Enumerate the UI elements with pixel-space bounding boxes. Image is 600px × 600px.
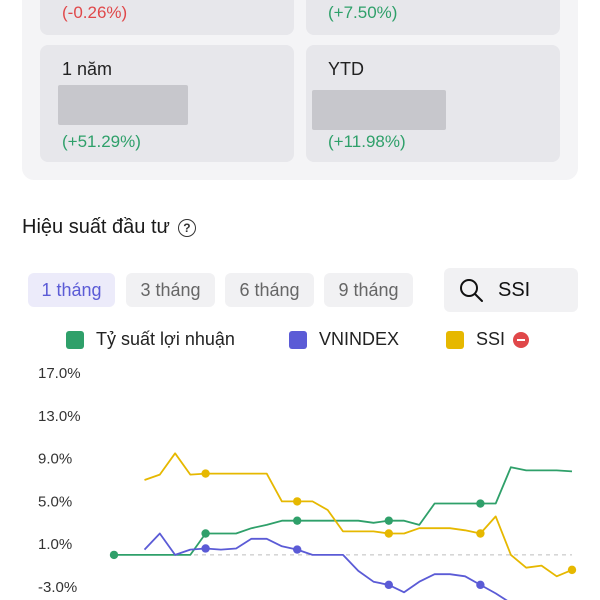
tab-1-month[interactable]: 1 tháng (28, 273, 115, 307)
card-pct: (+7.50%) (328, 3, 398, 22)
series-point[interactable] (293, 516, 302, 525)
y-tick-label: 17.0% (38, 365, 81, 382)
legend-item-vnindex[interactable]: VNINDEX (289, 329, 399, 350)
legend-swatch (66, 330, 84, 349)
masked-value (312, 90, 446, 130)
performance-card-1: (+7.50%) (306, 0, 560, 35)
legend-swatch (446, 330, 464, 349)
performance-line-chart: 17.0% 13.0% 9.0% 5.0% 1.0% -3.0% (38, 365, 577, 600)
search-value: SSI (498, 278, 531, 301)
series-line-0 (114, 466, 573, 556)
tab-6-months[interactable]: 6 tháng (225, 273, 314, 307)
series-point[interactable] (476, 529, 485, 538)
series-point[interactable] (293, 545, 302, 554)
card-pct: (+11.98%) (328, 132, 406, 151)
series-point[interactable] (201, 544, 210, 553)
performance-card-0: (-0.26%) (40, 0, 294, 35)
tab-9-months[interactable]: 9 tháng (324, 273, 413, 307)
series-point[interactable] (384, 529, 393, 538)
series-point[interactable] (109, 550, 119, 560)
y-tick-label: 1.0% (38, 536, 72, 553)
legend-label: SSI (476, 329, 506, 349)
legend-item-return[interactable]: Tỷ suất lợi nhuận (66, 329, 235, 350)
series-point[interactable] (476, 499, 485, 508)
series-line-2 (144, 452, 573, 578)
search-icon (460, 279, 483, 302)
minus-circle-icon[interactable] (513, 331, 530, 348)
performance-card-ytd: YTD (+11.98%) (306, 45, 560, 162)
stock-search-input[interactable]: SSI (444, 268, 578, 312)
series-point[interactable] (293, 497, 302, 506)
masked-value (58, 85, 188, 125)
y-tick-label: -3.0% (38, 579, 77, 596)
series-point[interactable] (567, 565, 577, 575)
question-circle-icon[interactable]: ? (177, 218, 196, 237)
performance-summary-panel: (-0.26%) (+7.50%) 1 năm (+51.29%) YTD (+… (22, 0, 578, 180)
y-tick-label: 13.0% (38, 408, 81, 425)
series-point[interactable] (384, 516, 393, 525)
legend-label: VNINDEX (319, 329, 400, 349)
series-point[interactable] (384, 580, 393, 590)
card-label: 1 năm (62, 59, 113, 79)
y-tick-label: 5.0% (38, 493, 72, 510)
tab-3-months[interactable]: 3 tháng (126, 273, 215, 307)
series-point[interactable] (201, 529, 210, 538)
card-pct: (-0.26%) (62, 3, 128, 22)
legend-item-ssi[interactable]: SSI (446, 329, 530, 350)
legend-label: Tỷ suất lợi nhuận (96, 329, 235, 349)
series-point[interactable] (201, 469, 210, 478)
legend-swatch (289, 330, 307, 349)
y-tick-label: 9.0% (38, 451, 72, 468)
series-point[interactable] (476, 580, 485, 590)
card-label: YTD (328, 59, 364, 79)
performance-card-1-year: 1 năm (+51.29%) (40, 45, 294, 162)
series-line-1 (143, 532, 508, 600)
section-title-text: Hiệu suất đầu tư (22, 216, 170, 238)
section-title: Hiệu suất đầu tư ? (22, 216, 196, 239)
card-pct: (+51.29%) (62, 132, 141, 151)
